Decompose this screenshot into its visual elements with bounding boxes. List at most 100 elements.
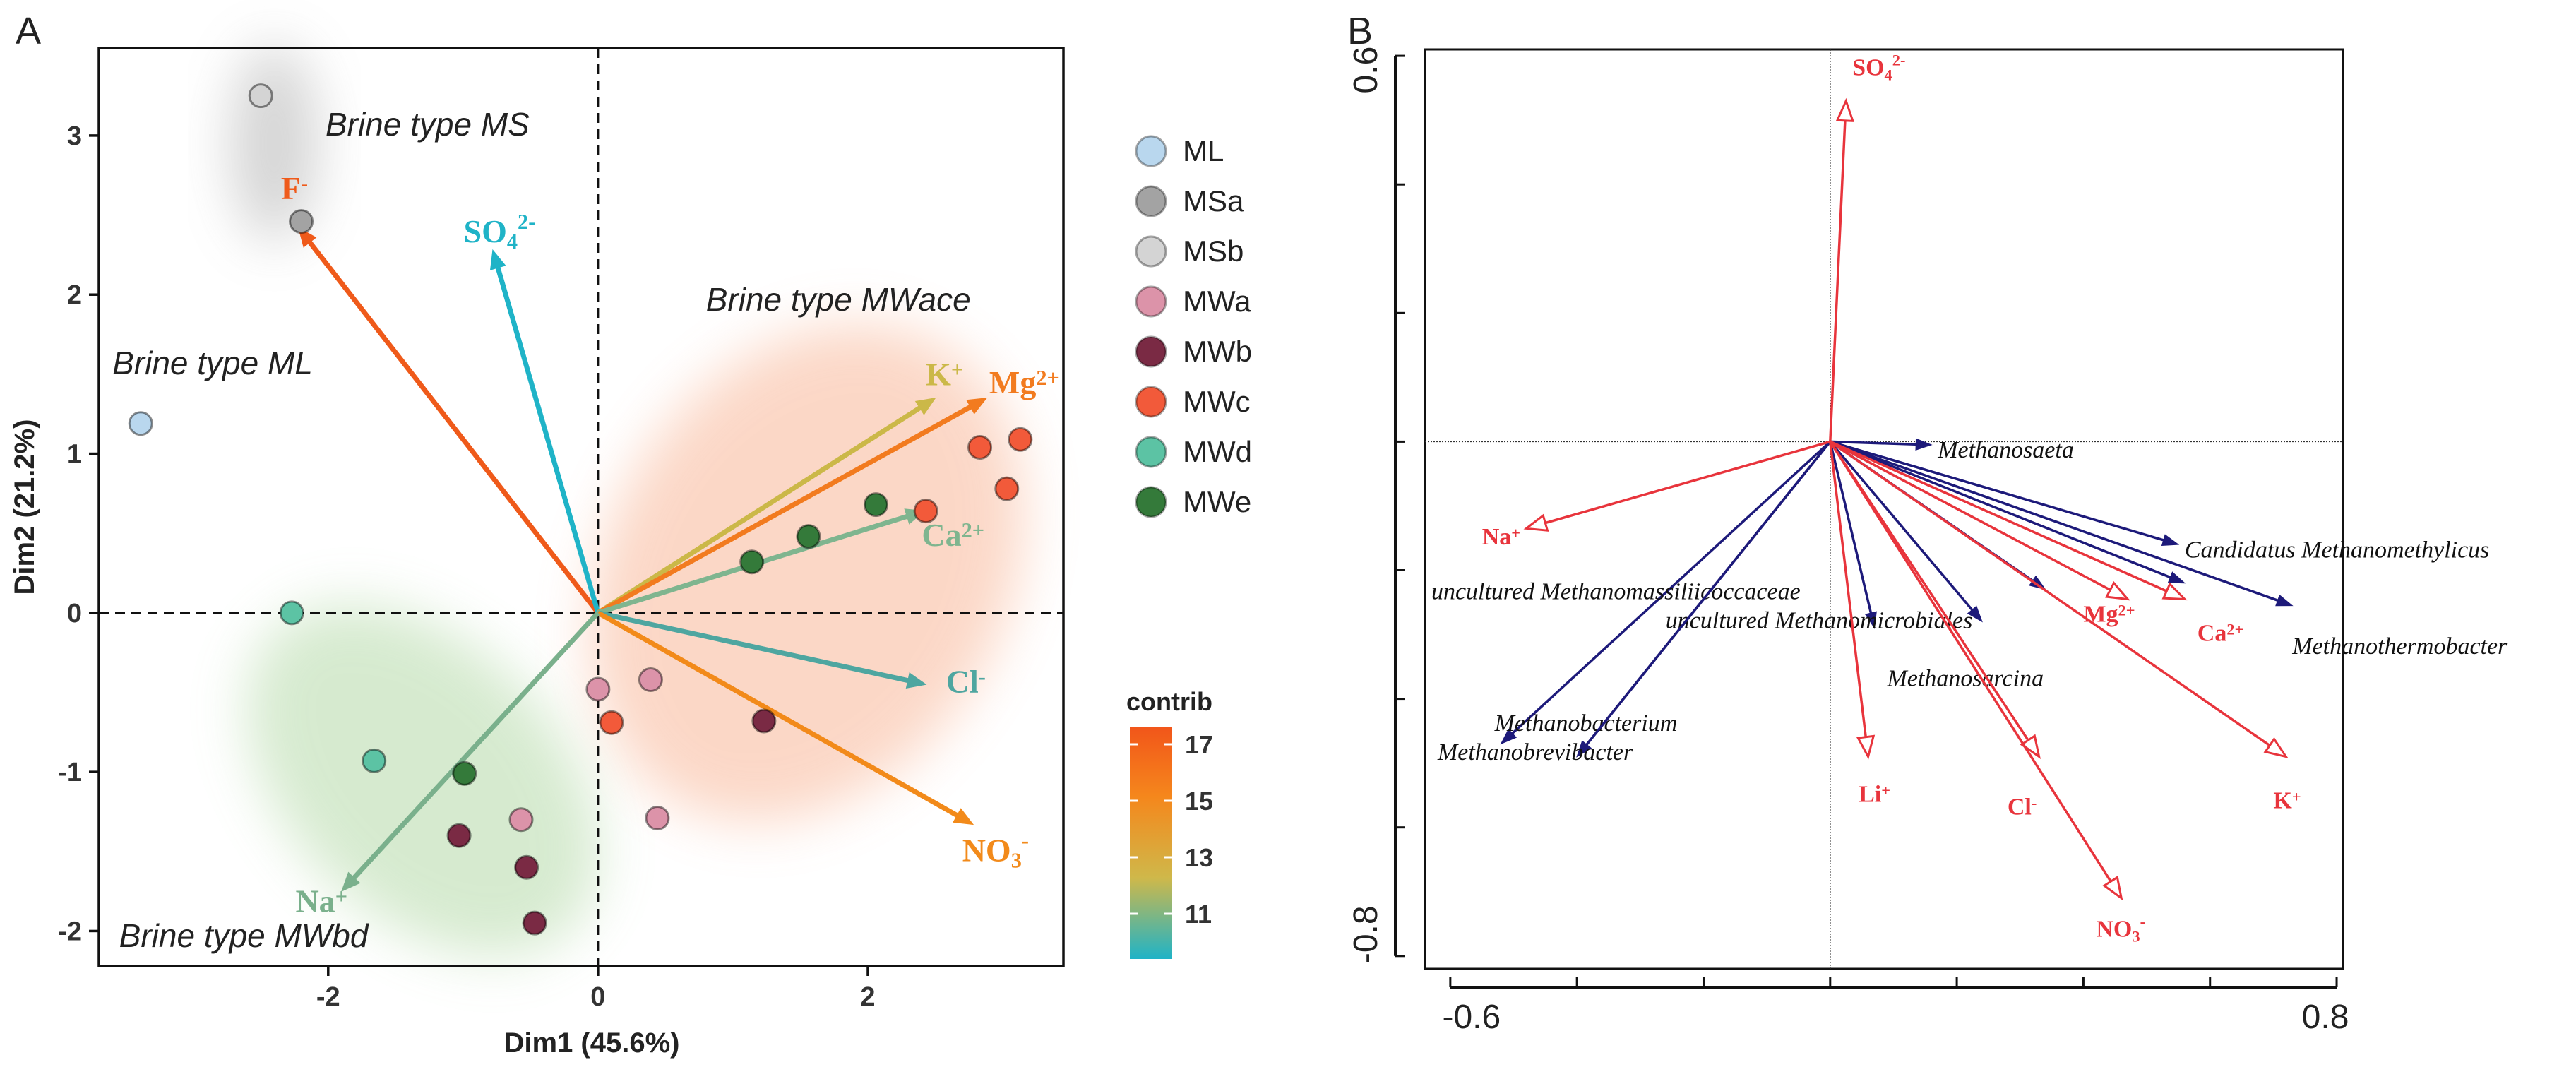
rda-biplot-panel: 0.6 -0.8 -0.6 0.8 Methanosaeta Candidatus Me… — [1347, 47, 2508, 1036]
vector-arrowhead-5 — [905, 672, 927, 689]
legend-swatch-msb — [1135, 235, 1167, 268]
y-tick-label-3: 1 — [67, 440, 82, 470]
env-vector-line-2 — [1829, 440, 2113, 592]
env-label-1: Na+ — [1482, 524, 1520, 550]
legend-swatch-mwa — [1135, 285, 1167, 318]
point-mwe-15 — [739, 549, 765, 575]
vector-line-5 — [597, 610, 914, 684]
pca-biplot-panel: F- SO42- K+ Mg2+ Ca2+ Cl- NO3- Na+ Brine type M… — [9, 44, 1252, 1059]
vector-label-3: Mg2+ — [989, 364, 1059, 400]
vector-label-6: NO3- — [962, 828, 1029, 873]
point-mwb-8 — [514, 854, 539, 880]
taxa-label-0: Methanosaeta — [1937, 437, 2074, 463]
env-vector-arrowhead-5 — [1856, 734, 1876, 760]
env-label-5: Li+ — [1859, 781, 1890, 807]
panel-label-a: A — [16, 10, 41, 52]
point-mwa-12 — [638, 667, 663, 692]
y-tick-label-0: -2 — [58, 917, 82, 946]
vector-line-6 — [597, 610, 964, 821]
pca-plot-frame — [97, 47, 1065, 967]
point-msb-1 — [248, 83, 273, 109]
env-vector-line-3 — [1830, 440, 2170, 594]
env-label-6: Cl- — [2008, 794, 2037, 820]
taxa-vector-line-3 — [1506, 441, 1831, 739]
y-tick-label-2: 0 — [67, 599, 82, 628]
taxa-vector-arrowhead-2 — [2275, 594, 2294, 607]
legend-label-mwb: MWb — [1183, 335, 1252, 368]
point-mwe-17 — [863, 492, 888, 518]
point-msa-2 — [289, 209, 314, 234]
env-vector-arrowhead-4 — [2263, 737, 2289, 758]
legend-label-ml: ML — [1183, 134, 1224, 167]
annotation-3: Brine type MWbd — [119, 917, 369, 954]
vector-line-3 — [597, 402, 977, 615]
vector-line-7 — [348, 611, 600, 884]
point-mwe-5 — [452, 761, 477, 786]
env-label-7: NO3- — [2096, 912, 2145, 945]
point-mwc-11 — [599, 710, 624, 735]
vector-arrowhead-6 — [953, 808, 974, 825]
legend-swatch-mwd — [1135, 436, 1167, 468]
panel-label-b: B — [1347, 10, 1373, 52]
reference-lines — [99, 48, 1063, 966]
env-label-2: Mg2+ — [2083, 601, 2135, 627]
vector-label-1: SO42- — [463, 209, 535, 254]
taxa-label-2: Methanothermobacter — [2291, 633, 2508, 660]
legend-swatch-msa — [1135, 185, 1167, 217]
brine-type-annotations: Brine type MS Brine type ML Brine type MWa… — [112, 106, 971, 954]
env-vector-arrowhead-0 — [1835, 97, 1855, 122]
vector-line-1 — [494, 261, 601, 614]
env-vector-line-4 — [1829, 440, 2273, 749]
vector-label-5: Cl- — [946, 663, 986, 699]
taxa-vector-arrowhead-4 — [1864, 611, 1877, 629]
pca-y-axis-label: Dim2 (21.2%) — [9, 419, 40, 595]
pca-x-axis-label: Dim1 (45.6%) — [504, 1027, 680, 1059]
rda-vectors: Methanosaeta Candidatus Methanomethylicus… — [1431, 51, 2508, 945]
env-vector-line-7 — [1829, 441, 2113, 885]
rda-y-tick-label-min: -0.8 — [1347, 905, 1385, 964]
y-tick-label-4: 2 — [67, 280, 82, 310]
point-mwb-6 — [446, 823, 472, 848]
env-vector-arrowhead-3 — [2161, 582, 2188, 601]
taxa-vector-arrowhead-7 — [1576, 740, 1592, 758]
legend-label-msa: MSa — [1183, 184, 1244, 217]
point-mwb-14 — [751, 708, 777, 734]
point-mwb-9 — [522, 910, 547, 936]
colorbar-tick-label-0: 11 — [1185, 900, 1212, 929]
colorbar-tick-label-2: 15 — [1185, 787, 1213, 816]
annotation-1: Brine type ML — [112, 345, 313, 381]
point-mwd-4 — [362, 748, 387, 773]
sample-points — [128, 83, 1033, 936]
taxa-vector-arrowhead-9 — [2167, 571, 2186, 584]
x-tick-label-1: 0 — [590, 982, 605, 1012]
env-vector-arrowhead-6 — [2020, 734, 2041, 759]
vector-label-4: Ca2+ — [922, 517, 984, 553]
legend-swatch-ml — [1135, 135, 1167, 167]
taxa-vector-line-2 — [1830, 440, 2285, 604]
colorbar-title: contrib — [1126, 687, 1212, 716]
vector-label-2: K+ — [926, 357, 963, 393]
annotation-2: Brine type MWace — [706, 281, 971, 318]
colorbar-tick-label-3: 17 — [1185, 730, 1213, 759]
point-mwc-19 — [967, 435, 993, 460]
point-mwd-3 — [279, 600, 304, 626]
point-mwc-18 — [913, 499, 938, 524]
colorbar-tick-label-1: 13 — [1185, 843, 1213, 872]
taxa-vector-line-9 — [1830, 440, 2178, 581]
ellipse-brine-type-mwbd — [246, 604, 599, 956]
rda-y-tick-label-max: 0.6 — [1347, 47, 1385, 94]
taxa-vector-line-5 — [1829, 441, 1978, 616]
vector-arrowhead-7 — [341, 871, 361, 893]
group-legend: ML MSa MSb MWa MWb MWc MWd MWe — [1135, 134, 1252, 518]
env-vector-arrowhead-1 — [1523, 513, 1549, 532]
taxa-label-3: uncultured Methanomassiliicoccaceae — [1431, 578, 1801, 604]
point-mwa-10 — [585, 676, 611, 702]
rda-axes: 0.6 -0.8 -0.6 0.8 — [1347, 47, 2349, 1036]
vector-line-0 — [304, 236, 600, 614]
legend-label-mwd: MWd — [1183, 435, 1252, 468]
vector-label-7: Na+ — [295, 883, 347, 919]
rda-plot-frame — [1424, 48, 2344, 970]
env-vector-line-0 — [1829, 117, 1847, 442]
vector-line-2 — [597, 403, 926, 615]
